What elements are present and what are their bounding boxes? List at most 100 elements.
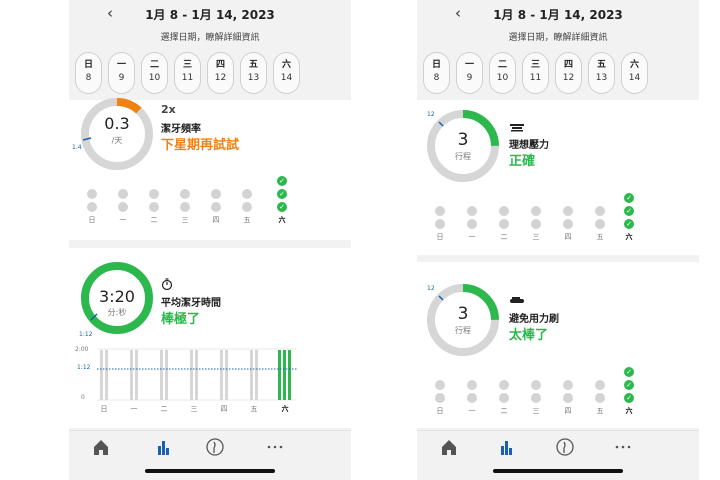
gauge-marker-label: 1.4 <box>72 144 82 151</box>
empty-day-dot <box>242 202 252 212</box>
home-indicator <box>493 469 623 473</box>
more-icon[interactable] <box>263 437 287 457</box>
week-dots: ✓ ✓ ✓ 日 一 二 三 四 五 六 <box>417 100 699 255</box>
day-pill[interactable]: 四 12 <box>207 52 234 94</box>
metric-label: 平均潔牙時間 <box>161 298 221 309</box>
day-number: 14 <box>280 73 293 83</box>
weekday-label: 一 <box>468 233 476 241</box>
empty-day-dot <box>435 219 445 229</box>
day-pill[interactable]: 四 12 <box>555 52 582 94</box>
date-range: 1月 8 - 1月 14, 2023 <box>493 8 623 22</box>
day-number: 12 <box>214 73 227 83</box>
weekday-label: 二 <box>150 216 158 224</box>
day-pill[interactable]: 二 10 <box>489 52 516 94</box>
empty-day-dot <box>242 189 252 199</box>
weekday-label: 日 <box>436 407 444 415</box>
day-pill[interactable]: 五 13 <box>240 52 267 94</box>
pressure-gauge <box>427 110 499 182</box>
empty-day-dot <box>211 202 221 212</box>
day-pill[interactable]: 三 11 <box>522 52 549 94</box>
weekday-label: 二 <box>160 405 168 413</box>
day-weekday: 五 <box>248 60 258 70</box>
duration-chart <box>97 348 297 401</box>
date-range: 1月 8 - 1月 14, 2023 <box>145 8 275 22</box>
day-pill[interactable]: 六 14 <box>621 52 648 94</box>
day-pill[interactable]: 六 14 <box>273 52 300 94</box>
scrubbing-card[interactable]: 3 行程 12 避免用力刷 太棒了 ✓ ✓ ✓ 日 一 二 三 四 五 六 <box>417 262 699 428</box>
empty-day-dot <box>595 380 605 390</box>
weekday-label: 一 <box>119 216 127 224</box>
gauge-marker-label: 12 <box>427 111 435 118</box>
day-weekday: 四 <box>563 60 573 70</box>
day-weekday: 日 <box>431 60 441 70</box>
empty-day-dot <box>531 219 541 229</box>
day-weekday: 二 <box>149 60 159 70</box>
weekday-label: 六 <box>278 216 286 224</box>
empty-day-dot <box>180 189 190 199</box>
gauge-unit: 行程 <box>455 152 471 161</box>
axis-label-target: 1:12 <box>77 364 91 371</box>
week-dots: ✓ ✓ ✓ 日 一 二 三 四 五 六 <box>417 262 699 428</box>
day-number: 13 <box>247 73 260 83</box>
brush-head-icon[interactable] <box>553 437 577 457</box>
weekday-label: 六 <box>625 407 633 415</box>
day-number: 9 <box>466 73 473 83</box>
empty-day-dot <box>499 206 509 216</box>
back-button[interactable]: ‹ <box>455 4 461 22</box>
empty-day-dot <box>595 219 605 229</box>
empty-day-dot <box>149 202 159 212</box>
day-weekday: 四 <box>215 60 225 70</box>
check-icon: ✓ <box>624 206 634 216</box>
weekday-label: 五 <box>596 233 604 241</box>
frequency-card[interactable]: 0.3 /天 1.4 2x 潔牙頻率 下星期再試試 ✓ ✓ ✓ 日 一 二 三 … <box>69 98 351 240</box>
frequency-gauge <box>81 98 153 170</box>
stats-icon[interactable] <box>494 437 518 457</box>
day-weekday: 六 <box>629 60 639 70</box>
gauge-value: 3 <box>457 304 469 324</box>
empty-day-dot <box>180 202 190 212</box>
stats-icon[interactable] <box>151 437 175 457</box>
weekday-label: 四 <box>212 216 220 224</box>
gauge-progress <box>81 98 153 170</box>
gauge-progress <box>427 284 499 356</box>
check-icon: ✓ <box>624 367 634 377</box>
day-number: 10 <box>148 73 161 83</box>
empty-day-dot <box>563 380 573 390</box>
day-pill[interactable]: 五 13 <box>588 52 615 94</box>
duration-card[interactable]: 3:20 分:秒 1:12 平均潔牙時間 棒極了 2:00 1:12 0 <box>69 248 351 428</box>
day-pill[interactable]: 三 11 <box>174 52 201 94</box>
empty-day-dot <box>87 189 97 199</box>
back-button[interactable]: ‹ <box>107 4 113 22</box>
pressure-card[interactable]: 3 行程 12 理想壓力 正確 ✓ ✓ ✓ 日 一 二 三 四 五 六 <box>417 100 699 255</box>
empty-day-dot <box>87 202 97 212</box>
day-number: 11 <box>529 73 542 83</box>
weekday-label: 五 <box>596 407 604 415</box>
empty-day-dot <box>118 202 128 212</box>
brush-head-icon[interactable] <box>203 437 227 457</box>
tab-bar <box>69 430 351 480</box>
home-icon[interactable] <box>89 437 113 457</box>
day-weekday: 日 <box>83 60 93 70</box>
empty-day-dot <box>499 380 509 390</box>
weekday-label: 六 <box>281 405 289 413</box>
empty-day-dot <box>563 219 573 229</box>
weekday-label: 五 <box>250 405 258 413</box>
weekday-label: 六 <box>625 233 633 241</box>
home-icon[interactable] <box>437 437 461 457</box>
check-icon: ✓ <box>624 219 634 229</box>
empty-day-dot <box>149 189 159 199</box>
weekday-label: 一 <box>468 407 476 415</box>
day-weekday: 五 <box>596 60 606 70</box>
more-icon[interactable] <box>611 437 635 457</box>
empty-day-dot <box>118 189 128 199</box>
scrubbing-gauge <box>427 284 499 356</box>
empty-day-dot <box>435 393 445 403</box>
day-pill[interactable]: 二 10 <box>141 52 168 94</box>
